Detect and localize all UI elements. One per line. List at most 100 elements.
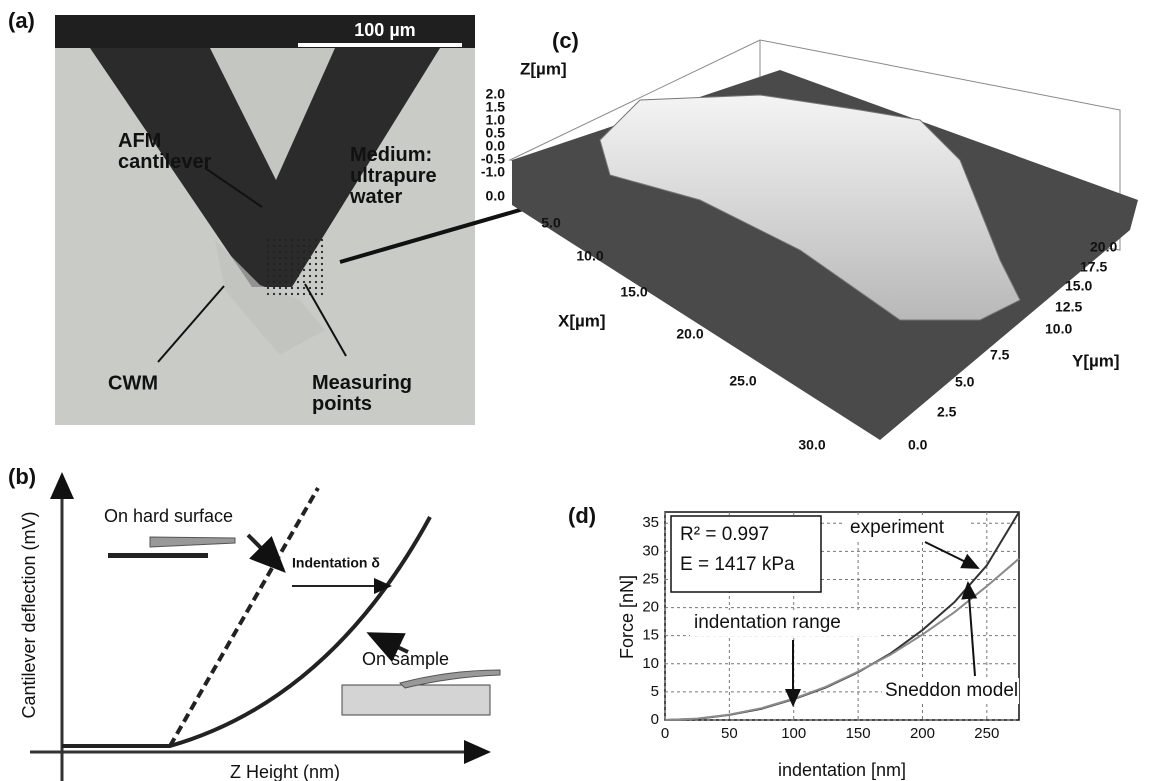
dot	[303, 239, 305, 241]
x-tick-label: 100	[781, 725, 806, 742]
dot	[273, 275, 275, 277]
dot	[279, 293, 281, 295]
y-tick-label: 30	[642, 542, 659, 559]
scale-bar-label: 100 µm	[354, 20, 415, 40]
dot	[303, 251, 305, 253]
x-tick-label: 250	[974, 725, 999, 742]
dot	[315, 281, 317, 283]
dot	[273, 257, 275, 259]
dot	[279, 239, 281, 241]
dot	[267, 293, 269, 295]
panel-label: (a)	[8, 8, 35, 33]
dot	[267, 239, 269, 241]
dot	[321, 251, 323, 253]
r2-label: R² = 0.997	[680, 524, 769, 545]
dot	[315, 287, 317, 289]
dot	[279, 257, 281, 259]
dot	[267, 251, 269, 253]
dot	[285, 269, 287, 271]
sample-label: On sample	[362, 649, 449, 669]
dot	[315, 275, 317, 277]
dot	[321, 287, 323, 289]
x-tick-label: 5.0	[541, 215, 561, 231]
dot	[321, 239, 323, 241]
dot	[315, 263, 317, 265]
figure: (a) document.write('') 100 µm AFMcantile…	[0, 0, 1149, 781]
modulus-label: E = 1417 kPa	[680, 554, 795, 575]
z-tick-label: -1.0	[481, 164, 505, 180]
y-tick-label: 10	[642, 655, 659, 672]
dot	[291, 293, 293, 295]
y-tick-label: 2.5	[937, 404, 957, 420]
x-tick-label: 50	[721, 725, 738, 742]
dot	[291, 239, 293, 241]
dot	[309, 275, 311, 277]
dot	[297, 251, 299, 253]
x-tick-label: 10.0	[576, 248, 603, 264]
x-tick-label: 30.0	[798, 437, 825, 453]
dot	[273, 239, 275, 241]
dot	[321, 293, 323, 295]
dot	[273, 245, 275, 247]
dot	[273, 263, 275, 265]
micrograph: document.write('')	[55, 15, 475, 425]
dot	[297, 239, 299, 241]
y-tick-label: 15	[642, 627, 659, 644]
dot	[309, 263, 311, 265]
dot	[273, 293, 275, 295]
dot	[309, 257, 311, 259]
y-tick-label: 5.0	[955, 374, 975, 390]
dot	[297, 287, 299, 289]
dot	[279, 275, 281, 277]
dot	[273, 281, 275, 283]
dot	[291, 281, 293, 283]
indentation-label: Indentation δ	[292, 555, 380, 571]
dot	[267, 275, 269, 277]
y-tick-label: 0	[651, 711, 659, 728]
y-tick-label: 20	[642, 599, 659, 616]
dot	[321, 281, 323, 283]
dot	[303, 263, 305, 265]
dot	[285, 245, 287, 247]
y-tick-label: 20.0	[1090, 239, 1117, 255]
dot	[321, 263, 323, 265]
dot	[291, 269, 293, 271]
cwm-label: CWM	[108, 372, 158, 394]
dot	[291, 263, 293, 265]
y-tick-label: 0.0	[908, 437, 928, 453]
dot	[321, 275, 323, 277]
x-tick-label: 0	[661, 725, 669, 742]
dot	[273, 269, 275, 271]
dot	[285, 257, 287, 259]
dot	[297, 293, 299, 295]
dot	[291, 275, 293, 277]
y-tick-label: 10.0	[1045, 321, 1072, 337]
dot	[267, 263, 269, 265]
dot	[291, 257, 293, 259]
dot	[309, 281, 311, 283]
dot	[285, 263, 287, 265]
dot	[285, 281, 287, 283]
dot	[315, 257, 317, 259]
dot	[285, 239, 287, 241]
dot	[297, 281, 299, 283]
dot	[291, 251, 293, 253]
dot	[267, 281, 269, 283]
y-tick-label: 17.5	[1080, 259, 1107, 275]
dot	[303, 257, 305, 259]
panel-label: (b)	[8, 464, 36, 489]
dot	[267, 245, 269, 247]
panel-label: (d)	[568, 503, 596, 528]
dot	[291, 245, 293, 247]
dot	[315, 293, 317, 295]
x-tick-label: 25.0	[729, 373, 756, 389]
dot	[297, 269, 299, 271]
dot	[309, 287, 311, 289]
range-label: indentation range	[694, 612, 841, 633]
dot	[309, 245, 311, 247]
dot	[315, 251, 317, 253]
dot	[297, 257, 299, 259]
dot	[267, 287, 269, 289]
legend-label: Sneddon model	[885, 680, 1018, 701]
dot	[303, 293, 305, 295]
